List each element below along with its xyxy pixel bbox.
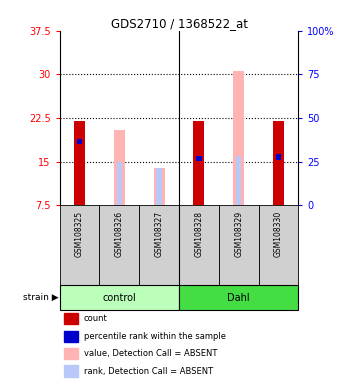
Text: GSM108328: GSM108328: [194, 211, 204, 257]
Bar: [60, 205, 100, 285]
Bar: [179, 285, 298, 310]
Bar: [236, 156, 241, 205]
Bar: [64, 331, 78, 342]
Bar: [139, 205, 179, 285]
Bar: [233, 71, 244, 205]
Bar: [196, 156, 202, 161]
Text: strain ▶: strain ▶: [23, 293, 59, 302]
Bar: [74, 121, 85, 205]
Bar: [64, 366, 78, 377]
Bar: [153, 167, 165, 205]
Bar: [219, 205, 258, 285]
Text: GSM108327: GSM108327: [154, 211, 164, 257]
Text: rank, Detection Call = ABSENT: rank, Detection Call = ABSENT: [84, 367, 213, 376]
Bar: [179, 205, 219, 285]
Title: GDS2710 / 1368522_at: GDS2710 / 1368522_at: [110, 17, 248, 30]
Text: Dahl: Dahl: [227, 293, 250, 303]
Bar: [64, 313, 78, 324]
Bar: [273, 121, 284, 205]
Text: percentile rank within the sample: percentile rank within the sample: [84, 332, 225, 341]
Bar: [193, 121, 205, 205]
Bar: [60, 285, 179, 310]
Bar: [117, 162, 122, 205]
Text: control: control: [103, 293, 136, 303]
Text: count: count: [84, 314, 107, 323]
Bar: [100, 205, 139, 285]
Bar: [114, 130, 125, 205]
Text: GSM108326: GSM108326: [115, 211, 124, 257]
Bar: [77, 139, 82, 144]
Text: value, Detection Call = ABSENT: value, Detection Call = ABSENT: [84, 349, 217, 358]
Bar: [258, 205, 298, 285]
Bar: [156, 167, 162, 205]
Text: GSM108325: GSM108325: [75, 211, 84, 257]
Text: GSM108329: GSM108329: [234, 211, 243, 257]
Bar: [276, 154, 281, 160]
Text: GSM108330: GSM108330: [274, 211, 283, 257]
Bar: [64, 348, 78, 359]
